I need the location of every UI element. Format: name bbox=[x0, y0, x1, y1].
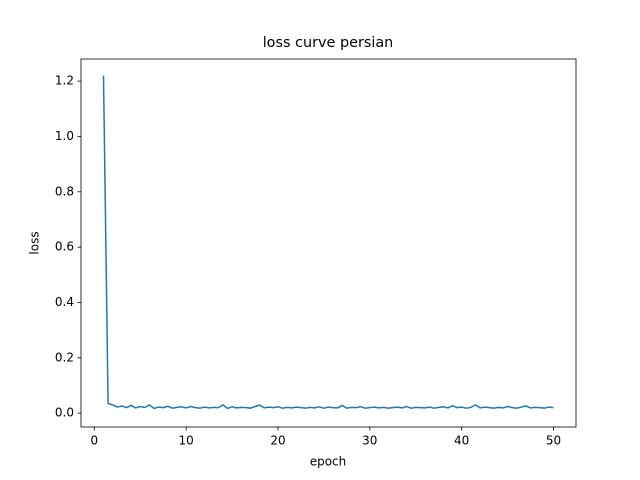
x-tick-label: 30 bbox=[362, 434, 377, 448]
y-tick-label: 1.2 bbox=[55, 74, 74, 88]
x-tick-label: 50 bbox=[546, 434, 561, 448]
x-tick-label: 10 bbox=[179, 434, 194, 448]
loss-line bbox=[102, 75, 554, 410]
x-axis-label: epoch bbox=[310, 455, 347, 469]
y-axis-label: loss bbox=[28, 231, 42, 254]
chart-title: loss curve persian bbox=[263, 35, 394, 51]
x-tick-label: 0 bbox=[90, 434, 98, 448]
x-tick-label: 40 bbox=[454, 434, 469, 448]
y-tick-label: 0.8 bbox=[55, 184, 74, 198]
x-tick-label: 20 bbox=[270, 434, 285, 448]
y-tick-label: 1.0 bbox=[55, 129, 74, 143]
y-tick-label: 0.2 bbox=[55, 350, 74, 364]
y-tick-label: 0.0 bbox=[55, 406, 74, 420]
y-tick-label: 0.6 bbox=[55, 240, 74, 254]
plot-frame bbox=[80, 58, 577, 428]
y-tick-label: 0.4 bbox=[55, 295, 74, 309]
